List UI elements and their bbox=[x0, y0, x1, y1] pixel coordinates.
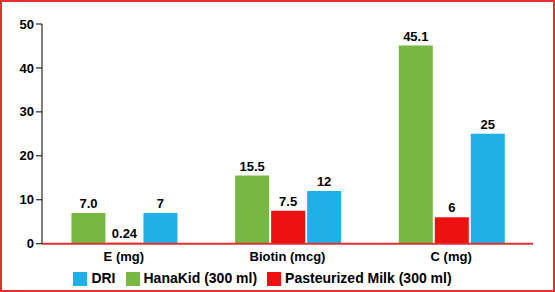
svg-text:25: 25 bbox=[481, 117, 495, 132]
svg-text:40: 40 bbox=[20, 61, 34, 76]
svg-text:7: 7 bbox=[157, 196, 164, 211]
svg-text:45.1: 45.1 bbox=[403, 29, 428, 44]
svg-text:7.0: 7.0 bbox=[79, 196, 97, 211]
html-text:DRI: DRI bbox=[91, 269, 116, 286]
svg-text:20: 20 bbox=[20, 148, 34, 163]
svg-text:6: 6 bbox=[448, 200, 455, 215]
svg-text:0: 0 bbox=[27, 236, 34, 251]
svg-text:50: 50 bbox=[20, 17, 34, 32]
svg-text:10: 10 bbox=[20, 192, 34, 207]
svg-text:12: 12 bbox=[317, 174, 331, 189]
svg-text:0.24: 0.24 bbox=[112, 226, 138, 241]
html-text:Pasteurized Milk (300 ml): Pasteurized Milk (300 ml) bbox=[285, 269, 452, 286]
svg-text:7.5: 7.5 bbox=[279, 194, 297, 209]
svg-text:E (mg): E (mg) bbox=[104, 249, 144, 264]
svg-text:C (mg): C (mg) bbox=[431, 249, 472, 264]
svg-text:30: 30 bbox=[20, 104, 34, 119]
svg-text:15.5: 15.5 bbox=[239, 159, 264, 174]
svg-text:Biotin (mcg): Biotin (mcg) bbox=[250, 249, 326, 264]
html-text:HanaKid (300 ml): HanaKid (300 ml) bbox=[143, 269, 258, 286]
